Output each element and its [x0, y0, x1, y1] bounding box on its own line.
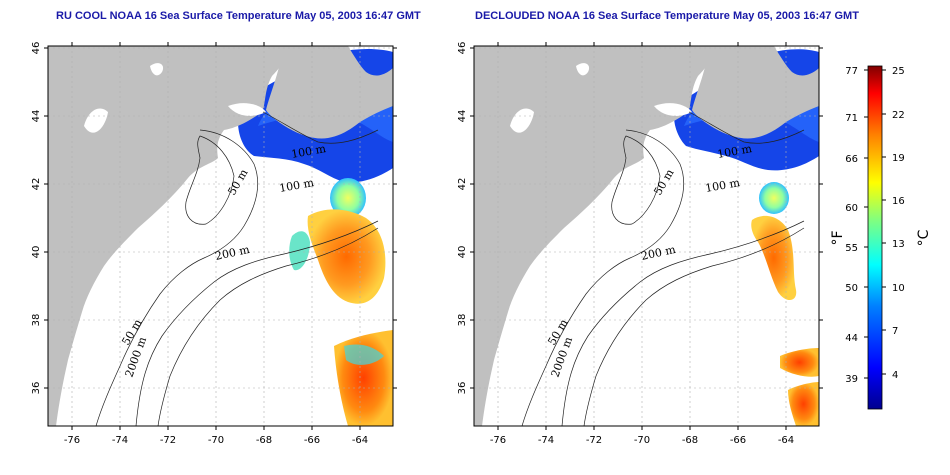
colorbar: 77 71 66 60 55 50 44 39 25 22 19 16 13 10 7 4 °F °C — [830, 65, 932, 410]
latitude-tick-label: 42 — [31, 178, 42, 191]
contour-label: 100 m — [716, 142, 753, 161]
latitude-tick-label: 36 — [457, 382, 468, 395]
longitude-tick-label: -74 — [112, 435, 128, 446]
southern-warm-water — [780, 348, 819, 377]
latitude-tick-label: 38 — [457, 314, 468, 327]
latitude-tick-label: 46 — [457, 42, 468, 55]
land-mass — [48, 46, 393, 426]
longitude-tick-label: -64 — [352, 435, 368, 446]
celsius-tick-label: 7 — [892, 326, 898, 337]
right-panel-title: DECLOUDED NOAA 16 Sea Surface Temperatur… — [475, 10, 859, 22]
land-mass — [474, 46, 819, 426]
fahrenheit-tick-label: 60 — [845, 203, 858, 214]
contour-label: 100 m — [704, 176, 741, 195]
celsius-unit-label: °C — [916, 229, 932, 246]
longitude-tick-label: -66 — [730, 435, 746, 446]
longitude-tick-label: -70 — [208, 435, 224, 446]
lat-lon-grid — [48, 46, 393, 426]
contour-label: 100 m — [290, 142, 327, 161]
longitude-tick-label: -68 — [682, 435, 698, 446]
celsius-tick-label: 10 — [892, 283, 905, 294]
longitude-tick-label: -72 — [586, 435, 602, 446]
longitude-tick-label: -74 — [538, 435, 554, 446]
latitude-tick-label: 36 — [31, 382, 42, 395]
longitude-tick-label: -66 — [304, 435, 320, 446]
longitude-tick-label: -76 — [64, 435, 80, 446]
fahrenheit-tick-label: 55 — [845, 243, 858, 254]
longitude-tick-label: -76 — [490, 435, 506, 446]
bathymetry-contours — [95, 111, 379, 426]
colorbar-gradient — [867, 65, 883, 410]
longitude-tick-label: -64 — [778, 435, 794, 446]
fahrenheit-tick-label: 71 — [845, 113, 858, 124]
contour-label: 100 m — [278, 176, 315, 195]
bathymetry-contours — [521, 111, 805, 426]
celsius-tick-label: 25 — [892, 66, 905, 77]
gulf-stream-warm-water — [307, 209, 386, 304]
longitude-tick-label: -72 — [160, 435, 176, 446]
celsius-tick-label: 16 — [892, 196, 905, 207]
fahrenheit-tick-label: 44 — [845, 333, 858, 344]
fahrenheit-tick-label: 66 — [845, 154, 858, 165]
latitude-tick-label: 42 — [457, 178, 468, 191]
celsius-tick-label: 19 — [892, 153, 905, 164]
latitude-tick-label: 38 — [31, 314, 42, 327]
longitude-tick-label: -70 — [634, 435, 650, 446]
fahrenheit-tick-label: 50 — [845, 283, 858, 294]
map-frame — [473, 45, 820, 427]
fahrenheit-unit-label: °F — [830, 230, 846, 245]
warm-eddy — [759, 182, 789, 214]
gulf-stream-warm-water — [751, 215, 797, 301]
latitude-tick-label: 40 — [457, 246, 468, 259]
fahrenheit-tick-label: 77 — [845, 66, 858, 77]
celsius-tick-label: 22 — [892, 110, 905, 121]
latitude-tick-label: 44 — [31, 110, 42, 123]
celsius-tick-label: 13 — [892, 239, 905, 250]
fahrenheit-tick-label: 39 — [845, 374, 858, 385]
left-panel-title: RU COOL NOAA 16 Sea Surface Temperature … — [56, 10, 421, 22]
latitude-tick-label: 44 — [457, 110, 468, 123]
lat-lon-grid — [474, 46, 819, 426]
warm-eddy — [330, 178, 366, 218]
map-frame — [47, 45, 394, 427]
latitude-tick-label: 46 — [31, 42, 42, 55]
longitude-tick-label: -68 — [256, 435, 272, 446]
celsius-tick-label: 4 — [892, 370, 898, 381]
latitude-tick-label: 40 — [31, 246, 42, 259]
